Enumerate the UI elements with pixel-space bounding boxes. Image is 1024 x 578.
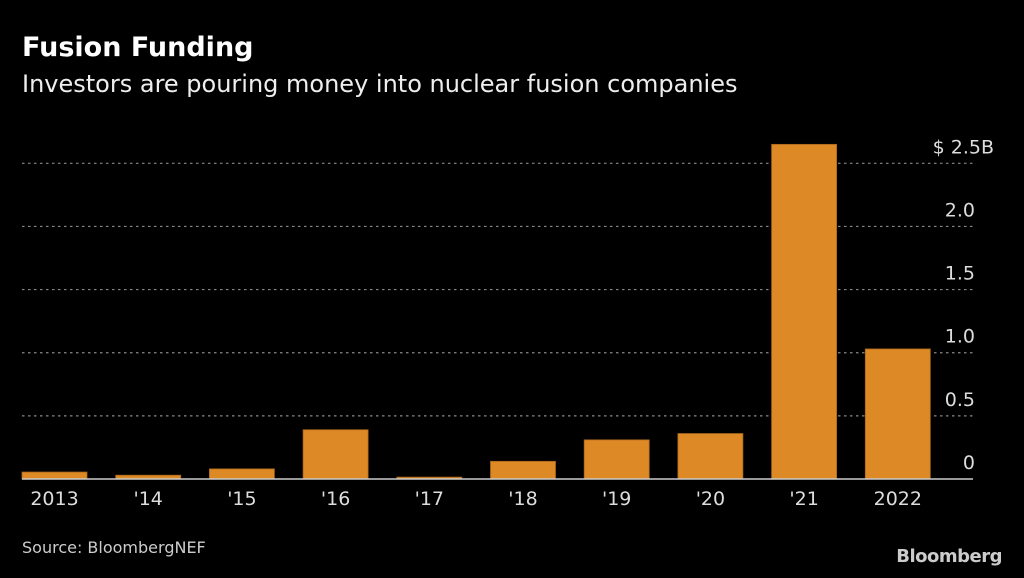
- bar: [864, 348, 931, 480]
- bar: [583, 439, 650, 480]
- chart-subtitle: Investors are pouring money into nuclear…: [22, 70, 738, 98]
- bar: [208, 468, 275, 480]
- y-tick-label: 1.5: [945, 263, 975, 285]
- x-tick-label: '18: [508, 488, 537, 510]
- bar: [677, 433, 744, 480]
- y-tick-label: $ 2.5B: [933, 136, 994, 158]
- y-tick-label: 1.0: [945, 326, 975, 348]
- bar: [490, 460, 556, 480]
- y-tick-label: 2.0: [945, 199, 975, 221]
- chart-title: Fusion Funding: [22, 32, 254, 63]
- bloomberg-logo: Bloomberg: [896, 546, 1002, 567]
- x-tick-label: '19: [602, 488, 631, 510]
- x-tick-label: '21: [789, 488, 818, 510]
- x-tick-label: 2013: [30, 488, 78, 510]
- y-tick-label: 0.5: [945, 389, 975, 411]
- x-tick-label: '16: [321, 488, 350, 510]
- bar: [771, 143, 837, 480]
- source-note: Source: BloombergNEF: [22, 538, 206, 557]
- bar: [21, 471, 88, 480]
- x-tick-label: '14: [133, 488, 162, 510]
- x-tick-label: '15: [227, 488, 256, 510]
- x-tick-label: '17: [415, 488, 444, 510]
- bar: [302, 429, 369, 480]
- x-tick-label: '20: [696, 488, 725, 510]
- y-tick-label: 0: [963, 452, 975, 474]
- x-tick-label: 2022: [874, 488, 922, 510]
